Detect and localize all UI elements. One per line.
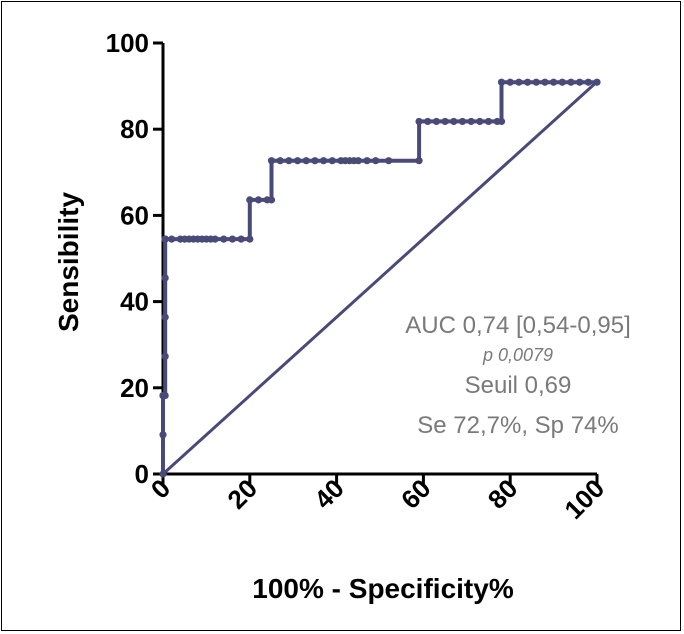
threshold-annotation: Seuil 0,69 bbox=[465, 372, 572, 399]
roc-point bbox=[476, 117, 484, 126]
roc-point bbox=[450, 117, 458, 126]
roc-point bbox=[593, 78, 601, 86]
roc-point bbox=[567, 78, 575, 86]
roc-point bbox=[168, 235, 176, 243]
x-tick-label: 0 bbox=[145, 473, 176, 504]
roc-point bbox=[161, 313, 169, 321]
roc-point bbox=[311, 157, 319, 165]
roc-point bbox=[246, 235, 254, 243]
x-tick-label: 60 bbox=[395, 473, 437, 515]
roc-point bbox=[161, 352, 169, 360]
roc-point bbox=[415, 157, 423, 165]
roc-point bbox=[424, 117, 432, 126]
roc-point bbox=[497, 78, 506, 86]
roc-point bbox=[584, 78, 592, 86]
x-ticks: 0 20 40 60 80 100 bbox=[145, 473, 610, 525]
roc-point bbox=[576, 78, 584, 86]
p-value-annotation: p 0,0079 bbox=[482, 345, 553, 365]
x-tick-label: 20 bbox=[221, 473, 263, 515]
roc-point bbox=[161, 391, 169, 400]
roc-point bbox=[228, 235, 237, 243]
roc-point bbox=[159, 470, 167, 478]
roc-point bbox=[484, 117, 493, 126]
roc-point bbox=[161, 274, 169, 282]
auc-annotation: AUC 0,74 [0,54-0,95] bbox=[405, 312, 630, 339]
roc-point bbox=[550, 78, 558, 86]
roc-point bbox=[319, 157, 328, 165]
y-axis-title: Sensibility bbox=[53, 192, 84, 332]
roc-point bbox=[354, 157, 362, 165]
roc-point bbox=[220, 235, 228, 243]
roc-point bbox=[246, 196, 254, 204]
y-tick-label: 100 bbox=[106, 28, 149, 58]
roc-point bbox=[237, 235, 245, 243]
x-tick-label: 80 bbox=[482, 473, 524, 515]
roc-point bbox=[293, 157, 302, 165]
y-tick-label: 0 bbox=[135, 459, 149, 489]
roc-point bbox=[415, 117, 423, 126]
roc-point bbox=[267, 157, 276, 165]
roc-point bbox=[385, 157, 393, 165]
roc-point bbox=[441, 117, 449, 126]
roc-point bbox=[467, 117, 475, 126]
se-sp-annotation: Se 72,7%, Sp 74% bbox=[417, 412, 618, 439]
roc-point bbox=[558, 78, 566, 86]
x-tick-label: 40 bbox=[308, 473, 350, 515]
roc-point bbox=[532, 78, 540, 86]
roc-point bbox=[458, 117, 467, 126]
roc-point bbox=[211, 235, 219, 243]
x-axis-title: 100% - Specificity% bbox=[252, 573, 514, 604]
plot-area bbox=[159, 78, 601, 478]
x-tick-label: 100 bbox=[558, 473, 610, 525]
roc-point bbox=[285, 157, 293, 165]
roc-point bbox=[328, 157, 336, 165]
reference-line bbox=[161, 80, 599, 476]
roc-point bbox=[254, 196, 263, 204]
roc-point bbox=[161, 235, 169, 243]
roc-point bbox=[515, 78, 523, 86]
roc-point bbox=[432, 117, 441, 126]
roc-point bbox=[541, 78, 549, 86]
roc-point bbox=[302, 157, 310, 165]
y-tick-label: 20 bbox=[120, 373, 149, 403]
y-tick-label: 60 bbox=[120, 200, 149, 230]
roc-point bbox=[497, 117, 506, 126]
axes bbox=[161, 43, 597, 476]
y-ticks: 0 20 40 60 80 100 bbox=[106, 28, 163, 489]
roc-point bbox=[363, 157, 371, 165]
roc-point bbox=[523, 78, 532, 86]
roc-point bbox=[506, 78, 514, 86]
roc-point bbox=[159, 431, 167, 439]
roc-point bbox=[372, 157, 380, 165]
y-tick-label: 80 bbox=[120, 114, 149, 144]
y-tick-label: 40 bbox=[120, 287, 149, 317]
roc-point bbox=[276, 157, 284, 165]
roc-point bbox=[267, 196, 276, 204]
